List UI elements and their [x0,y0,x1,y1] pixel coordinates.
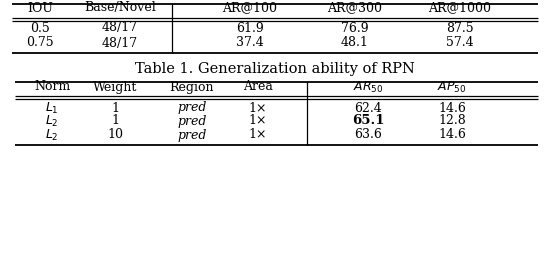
Text: 0.75: 0.75 [26,36,54,49]
Text: $AP_{50}$: $AP_{50}$ [437,79,466,95]
Text: 76.9: 76.9 [341,22,369,34]
Text: 37.4: 37.4 [236,36,264,49]
Text: Weight: Weight [93,81,137,94]
Text: 57.4: 57.4 [446,36,474,49]
Text: 1×: 1× [249,102,267,115]
Text: Table 1. Generalization ability of RPN: Table 1. Generalization ability of RPN [135,62,415,76]
Text: AR@300: AR@300 [327,1,382,15]
Text: Region: Region [170,81,214,94]
Text: Norm: Norm [34,81,70,94]
Text: 87.5: 87.5 [446,22,474,34]
Text: $AR_{50}$: $AR_{50}$ [353,79,383,95]
Text: 1×: 1× [249,129,267,142]
Text: 63.6: 63.6 [354,129,382,142]
Text: $L_2$: $L_2$ [45,113,59,129]
Text: 12.8: 12.8 [438,115,466,128]
Text: 65.1: 65.1 [352,115,384,128]
Text: 14.6: 14.6 [438,129,466,142]
Text: 0.5: 0.5 [30,22,50,34]
Text: 1×: 1× [249,115,267,128]
Text: pred: pred [177,115,207,128]
Text: AR@1000: AR@1000 [428,1,492,15]
Text: 62.4: 62.4 [354,102,382,115]
Text: $L_2$: $L_2$ [45,128,59,142]
Text: 1: 1 [111,102,119,115]
Text: Base/Novel: Base/Novel [84,1,156,15]
Text: 61.9: 61.9 [236,22,264,34]
Text: 10: 10 [107,129,123,142]
Text: IOU: IOU [27,1,53,15]
Text: 48.1: 48.1 [341,36,369,49]
Text: pred: pred [177,102,207,115]
Text: 48/17: 48/17 [102,36,138,49]
Text: Area: Area [243,81,273,94]
Text: AR@100: AR@100 [223,1,278,15]
Text: 14.6: 14.6 [438,102,466,115]
Text: 48/17: 48/17 [102,22,138,34]
Text: $L_1$: $L_1$ [45,100,59,116]
Text: pred: pred [177,129,207,142]
Text: 1: 1 [111,115,119,128]
